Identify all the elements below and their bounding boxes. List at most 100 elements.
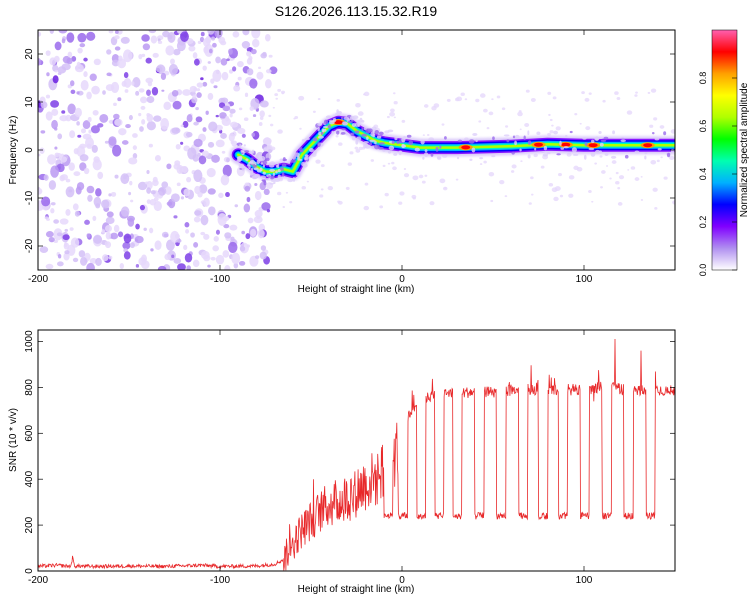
noise-speckle xyxy=(166,239,175,251)
noise-speckle xyxy=(220,58,228,66)
noise-speckle xyxy=(486,127,490,130)
colorbar-label: Normalized spectral amplitude xyxy=(739,82,750,217)
noise-speckle xyxy=(46,218,50,221)
noise-speckle xyxy=(39,147,45,154)
ridge-speckle xyxy=(527,130,530,136)
noise-speckle xyxy=(285,191,289,194)
noise-speckle xyxy=(540,165,545,169)
colorbar-tick-label: 0.8 xyxy=(698,72,708,85)
noise-speckle xyxy=(148,30,157,34)
noise-speckle xyxy=(147,81,153,87)
noise-speckle xyxy=(345,186,350,190)
spectrogram-ridge xyxy=(229,109,675,186)
ridge-speckle xyxy=(243,144,246,147)
noise-speckle xyxy=(97,123,104,128)
noise-speckle xyxy=(488,172,495,177)
noise-speckle xyxy=(363,91,370,97)
ridge-speckle xyxy=(270,176,275,179)
noise-speckle xyxy=(241,230,246,235)
noise-speckle xyxy=(246,57,253,65)
ridge-speckle xyxy=(249,159,256,165)
noise-speckle xyxy=(150,248,154,252)
noise-speckle xyxy=(320,164,325,168)
noise-speckle xyxy=(64,228,69,232)
noise-speckle xyxy=(635,91,638,94)
noise-speckle xyxy=(195,107,199,111)
ridge-speckle xyxy=(543,145,548,151)
noise-speckle xyxy=(38,153,41,157)
ridge-speckle xyxy=(317,126,320,132)
ridge-speckle xyxy=(604,153,609,156)
noise-speckle xyxy=(56,232,63,237)
noise-speckle xyxy=(483,160,487,164)
ridge-speckle xyxy=(265,157,270,162)
noise-speckle xyxy=(594,162,597,165)
noise-speckle xyxy=(652,187,658,192)
noise-speckle xyxy=(183,188,191,197)
noise-speckle xyxy=(197,152,201,157)
noise-speckle xyxy=(160,118,170,130)
noise-speckle xyxy=(230,121,239,128)
ridge-speckle xyxy=(260,175,267,180)
noise-speckle xyxy=(196,92,202,98)
noise-speckle xyxy=(166,163,172,170)
noise-speckle xyxy=(148,143,153,148)
noise-speckle xyxy=(265,79,272,89)
noise-speckle xyxy=(84,219,90,225)
noise-speckle xyxy=(670,129,675,134)
noise-speckle xyxy=(138,54,143,60)
noise-speckle xyxy=(122,241,131,250)
noise-speckle xyxy=(573,165,579,171)
ridge-speckle xyxy=(423,152,429,158)
noise-speckle xyxy=(146,169,150,175)
noise-speckle xyxy=(559,194,564,198)
snr-series-line xyxy=(38,338,675,571)
noise-speckle xyxy=(392,166,397,171)
noise-speckle xyxy=(139,204,146,211)
snr-chart: -200 -100 0 100 0 200 400 600 800 1000 Height of… xyxy=(8,329,676,595)
noise-speckle xyxy=(157,265,167,270)
noise-speckle xyxy=(475,98,480,103)
ridge-speckle xyxy=(317,142,321,147)
noise-speckle xyxy=(48,180,57,190)
ridge-speckle xyxy=(556,153,561,156)
noise-speckle xyxy=(640,176,643,178)
noise-speckle xyxy=(167,34,173,40)
noise-speckle xyxy=(89,73,97,81)
ridge-speckle xyxy=(565,134,568,138)
ridge-speckle xyxy=(279,158,284,161)
noise-speckle xyxy=(615,171,619,175)
noise-speckle xyxy=(250,48,257,55)
noise-speckle xyxy=(203,254,211,262)
ridge-speckle xyxy=(546,152,551,155)
y-tick-label: 0 xyxy=(24,568,35,574)
x-tick-label: 100 xyxy=(576,575,593,586)
noise-speckle xyxy=(210,78,215,84)
noise-speckle xyxy=(104,140,109,144)
noise-speckle xyxy=(616,96,621,100)
ridge-hotspot-core xyxy=(461,145,471,150)
noise-speckle xyxy=(588,92,592,95)
ridge-hotspot-core xyxy=(333,120,343,125)
noise-speckle xyxy=(306,180,309,183)
noise-speckle xyxy=(191,96,198,104)
noise-speckle xyxy=(140,96,148,104)
noise-speckle xyxy=(422,134,425,137)
x-tick-label: 0 xyxy=(399,575,405,586)
noise-speckle xyxy=(77,47,83,54)
noise-speckle xyxy=(47,154,57,165)
noise-speckle xyxy=(669,155,675,161)
noise-speckle xyxy=(58,30,68,34)
noise-speckle xyxy=(106,211,114,218)
noise-speckle xyxy=(57,253,62,259)
noise-speckle xyxy=(144,181,149,185)
noise-speckle xyxy=(338,142,343,146)
noise-speckle xyxy=(123,233,132,244)
ridge-speckle xyxy=(347,120,354,124)
ridge-speckle xyxy=(378,131,384,136)
ridge-speckle xyxy=(323,119,329,125)
noise-speckle xyxy=(180,31,189,42)
noise-speckle xyxy=(426,133,430,137)
noise-speckle xyxy=(393,101,398,105)
noise-speckle xyxy=(207,141,215,148)
